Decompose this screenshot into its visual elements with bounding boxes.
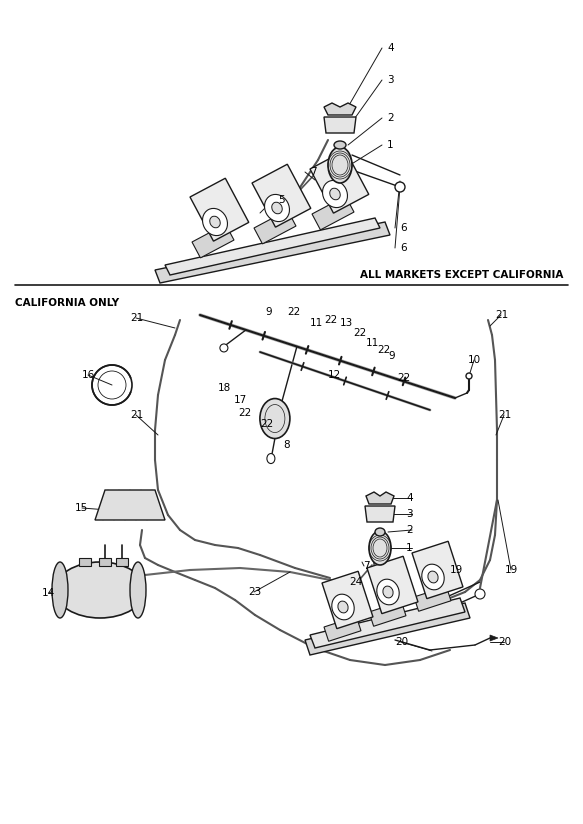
Polygon shape (310, 598, 465, 648)
Text: 22: 22 (324, 315, 337, 325)
Bar (367, 556, 418, 614)
Text: 22: 22 (377, 345, 390, 355)
Text: 9: 9 (265, 307, 272, 317)
Bar (252, 164, 311, 227)
Circle shape (466, 373, 472, 379)
Text: 22: 22 (353, 328, 366, 338)
Text: 16: 16 (82, 370, 95, 380)
Polygon shape (365, 506, 395, 522)
Text: 2: 2 (387, 113, 394, 123)
Text: 1: 1 (406, 543, 413, 553)
Text: 19: 19 (450, 565, 463, 575)
Text: 3: 3 (406, 509, 413, 519)
Bar (310, 150, 369, 213)
Ellipse shape (377, 579, 399, 605)
Text: 22: 22 (397, 373, 410, 383)
Text: 21: 21 (498, 410, 511, 420)
Polygon shape (95, 490, 165, 520)
Text: 7: 7 (363, 561, 370, 571)
Bar (322, 571, 373, 629)
Text: 1: 1 (387, 140, 394, 150)
Ellipse shape (334, 141, 346, 149)
Text: 4: 4 (406, 493, 413, 503)
Text: 2: 2 (406, 525, 413, 535)
Text: 6: 6 (400, 243, 406, 253)
Bar (79, 558, 91, 566)
Circle shape (475, 589, 485, 599)
Text: 5: 5 (278, 195, 285, 205)
Ellipse shape (267, 453, 275, 464)
Bar (324, 616, 361, 641)
Polygon shape (155, 222, 390, 283)
Polygon shape (324, 103, 356, 115)
Bar (190, 178, 249, 241)
Ellipse shape (322, 180, 347, 208)
Ellipse shape (52, 562, 68, 618)
Circle shape (395, 182, 405, 192)
Text: 4: 4 (387, 43, 394, 53)
Text: ALL MARKETS EXCEPT CALIFORNIA: ALL MARKETS EXCEPT CALIFORNIA (360, 270, 563, 280)
Text: 22: 22 (287, 307, 300, 317)
Text: 7: 7 (310, 167, 317, 177)
Ellipse shape (202, 208, 227, 236)
Ellipse shape (265, 194, 290, 222)
Text: 3: 3 (387, 75, 394, 85)
Text: 15: 15 (75, 503, 88, 513)
Text: 24: 24 (349, 577, 362, 587)
Text: 18: 18 (218, 383, 231, 393)
Text: 17: 17 (234, 395, 247, 405)
Text: 21: 21 (495, 310, 508, 320)
Text: 21: 21 (130, 313, 143, 323)
Bar (116, 558, 128, 566)
Polygon shape (490, 635, 498, 641)
Ellipse shape (55, 562, 145, 618)
Text: 6: 6 (400, 223, 406, 233)
Text: 19: 19 (505, 565, 518, 575)
Text: 11: 11 (310, 318, 323, 328)
Polygon shape (324, 117, 356, 133)
Polygon shape (366, 492, 394, 504)
Text: 20: 20 (498, 637, 511, 647)
Ellipse shape (260, 399, 290, 438)
Text: 20: 20 (395, 637, 408, 647)
Text: 13: 13 (340, 318, 353, 328)
Text: 21: 21 (130, 410, 143, 420)
Ellipse shape (369, 531, 391, 565)
Ellipse shape (375, 528, 385, 536)
Ellipse shape (328, 147, 352, 183)
Ellipse shape (338, 601, 348, 613)
Polygon shape (165, 218, 380, 275)
Polygon shape (305, 603, 470, 655)
Bar (414, 587, 451, 611)
Text: 22: 22 (260, 419, 273, 429)
Text: 12: 12 (328, 370, 341, 380)
Text: CALIFORNIA ONLY: CALIFORNIA ONLY (15, 298, 119, 308)
Ellipse shape (272, 202, 282, 213)
Ellipse shape (210, 216, 220, 227)
Ellipse shape (130, 562, 146, 618)
Bar (412, 541, 463, 599)
Bar (312, 196, 354, 230)
Text: 10: 10 (468, 355, 481, 365)
Text: 14: 14 (42, 588, 55, 598)
Ellipse shape (330, 188, 340, 199)
Bar (99, 558, 111, 566)
Circle shape (220, 344, 228, 352)
Text: 8: 8 (283, 440, 290, 450)
Bar (254, 210, 296, 244)
Ellipse shape (428, 571, 438, 583)
Text: 22: 22 (238, 408, 251, 418)
Text: 11: 11 (366, 338, 380, 348)
Ellipse shape (422, 564, 444, 590)
Bar (369, 602, 406, 626)
Bar (192, 224, 234, 258)
Ellipse shape (332, 594, 354, 620)
Text: 9: 9 (388, 351, 395, 361)
Ellipse shape (383, 586, 393, 598)
Text: 23: 23 (248, 587, 261, 597)
